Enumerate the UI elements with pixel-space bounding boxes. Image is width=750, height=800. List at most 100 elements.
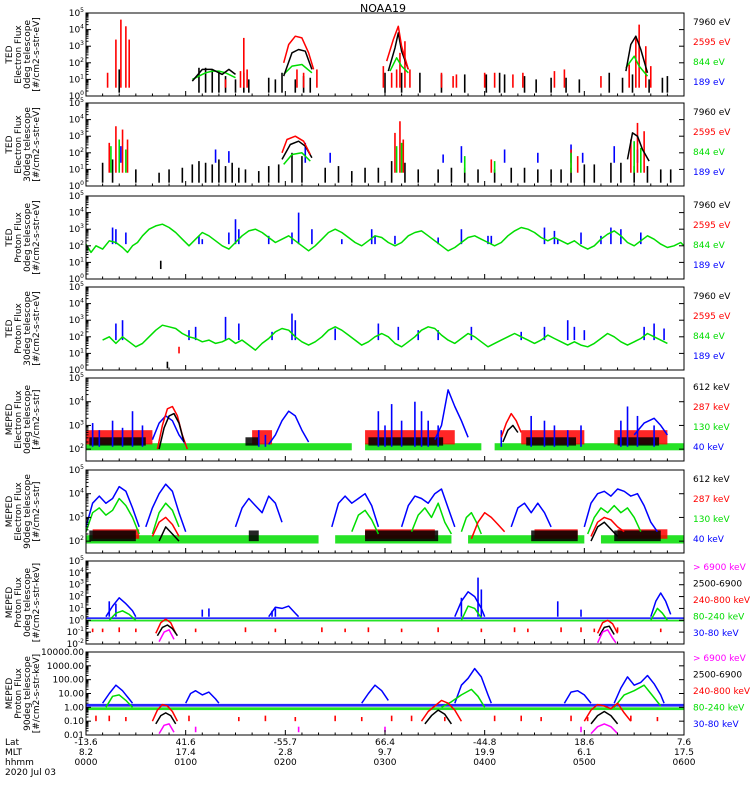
y-axis-label-line: [#/cm2-s-str-keV] (32, 654, 42, 733)
panel-frame (85, 195, 685, 280)
data-band-3-segment-1 (89, 437, 146, 446)
data-band-1-segment-3 (494, 443, 684, 451)
data-band-1-segment-2 (365, 443, 482, 451)
legend-entry: 287 keV (693, 403, 730, 413)
panel-5: 102 103 104 105 MEPED Electron Flux 0deg teles… (5, 372, 730, 462)
y-tick-label: 103 (69, 419, 84, 431)
y-axis-label-line: Electron Flux (14, 25, 24, 84)
x-tick-lat: 41.6 (176, 738, 196, 748)
data-curve-3 (389, 57, 409, 74)
y-axis-label-line: Electron Flux (14, 390, 24, 449)
chart-title: NOAA19 (360, 2, 406, 15)
y-tick-label: 103 (69, 40, 84, 52)
data-curve-7 (650, 607, 669, 621)
legend-entry: 40 keV (693, 443, 725, 453)
y-tick-label: 10000.00 (41, 648, 84, 658)
data-curve-4 (625, 55, 649, 77)
y-axis-label-line: TED (5, 135, 15, 154)
data-curve-10 (151, 703, 179, 722)
data-curve-14 (151, 516, 180, 537)
y-tick-label: 100 (69, 90, 84, 102)
x-tick-lat: -55.7 (274, 738, 297, 748)
data-curve-5 (156, 405, 189, 450)
data-curve-5 (400, 488, 456, 528)
y-axis-label-line: 30deg telescope (23, 107, 33, 182)
panel-6: 102 103 104 105 MEPED Electron Flux 90deg tele… (5, 464, 730, 554)
x-tick-hhmm: 0200 (274, 758, 297, 768)
legend-entry: > 6900 keV (693, 654, 747, 664)
data-band-3-segment-5 (614, 530, 661, 542)
y-tick-label: 104 (69, 207, 84, 219)
data-curve-12 (460, 511, 482, 535)
legend-entry: 30-80 keV (693, 720, 739, 730)
y-tick-label: 102 (69, 147, 84, 159)
y-axis-label-line: MEPED (5, 587, 15, 619)
data-curve-2 (145, 483, 187, 532)
y-tick-label: 100 (69, 614, 84, 626)
data-curve-8 (85, 497, 140, 535)
y-tick-label: 105 (69, 190, 84, 202)
y-tick-label: 102 (69, 591, 84, 603)
y-axis-label-line: 0deg telescope (23, 568, 33, 638)
data-curve-11 (598, 625, 615, 637)
data-curve-8 (441, 688, 486, 708)
y-axis-label-line: Proton Flux (14, 212, 24, 263)
panel-4: 100 101 102 103 104 105 TED Proton Flux 30deg te… (5, 281, 731, 376)
data-curve-7 (105, 694, 134, 708)
data-curve-11 (410, 502, 453, 535)
legend-entry: 189 eV (693, 78, 726, 88)
data-band-2-segment-1 (86, 707, 684, 711)
data-band-1-segment-1 (86, 703, 684, 707)
y-tick-label: 105 (69, 372, 84, 384)
x-tick-hhmm: 0300 (374, 758, 397, 768)
data-curve-1 (283, 152, 311, 165)
legend-entry: > 6900 keV (693, 563, 747, 573)
data-curve-9 (151, 502, 180, 535)
legend-entry: 612 keV (693, 383, 730, 393)
data-curve-10 (351, 509, 380, 535)
y-axis-label-line: 90deg telescope (23, 474, 33, 549)
x-tick-mlt: 8.2 (79, 748, 93, 758)
y-tick-label: 101 (69, 73, 84, 85)
data-curve-13 (596, 629, 617, 644)
y-axis-label-line: 0deg telescope (23, 203, 33, 273)
y-axis-label-line: Electron Flux (14, 115, 24, 174)
data-curve-6 (282, 48, 313, 77)
y-axis-label-line: TED (5, 319, 15, 338)
data-curve-4 (626, 132, 650, 162)
x-tick-mlt: 2.8 (278, 748, 293, 758)
data-curve-4 (331, 492, 380, 528)
data-curve-17 (590, 723, 619, 735)
legend-entry: 2595 eV (693, 221, 731, 231)
y-tick-label: 103 (69, 579, 84, 591)
y-axis-label-line: 0deg telescope (23, 20, 33, 90)
data-curve-5 (108, 610, 137, 621)
y-tick-label: 100 (69, 273, 84, 285)
legend-entry: 7960 eV (693, 201, 731, 211)
x-tick-mlt: 9.7 (378, 748, 392, 758)
data-curve-16 (158, 723, 175, 734)
data-band-3-segment-3 (368, 437, 444, 446)
y-axis-label-line: [#/cm2-s-str] (32, 481, 42, 541)
y-axis-label-line: Electron Flux (14, 482, 24, 541)
y-tick-label: 104 (69, 114, 84, 126)
legend-entry: 189 eV (693, 261, 726, 271)
legend-entry: 130 keV (693, 515, 730, 525)
y-tick-label: 100 (69, 364, 84, 376)
y-tick-label: 1000.00 (47, 662, 84, 672)
x-tick-hhmm: 0100 (174, 758, 197, 768)
y-tick-label: 105 (69, 464, 84, 476)
y-tick-label: 103 (69, 314, 84, 326)
legend-entry: 2595 eV (693, 38, 731, 48)
y-tick-label: 101 (69, 602, 84, 614)
y-tick-label: 102 (69, 443, 84, 455)
y-tick-label: 102 (69, 535, 84, 547)
data-band-3-segment-4 (531, 530, 578, 542)
x-row-label-lat: Lat (5, 738, 20, 748)
data-band-3-segment-2 (245, 437, 259, 446)
legend-entry: 7960 eV (693, 18, 731, 28)
x-tick-lat: 66.4 (375, 738, 395, 748)
data-band-2-segment-1 (86, 619, 684, 622)
